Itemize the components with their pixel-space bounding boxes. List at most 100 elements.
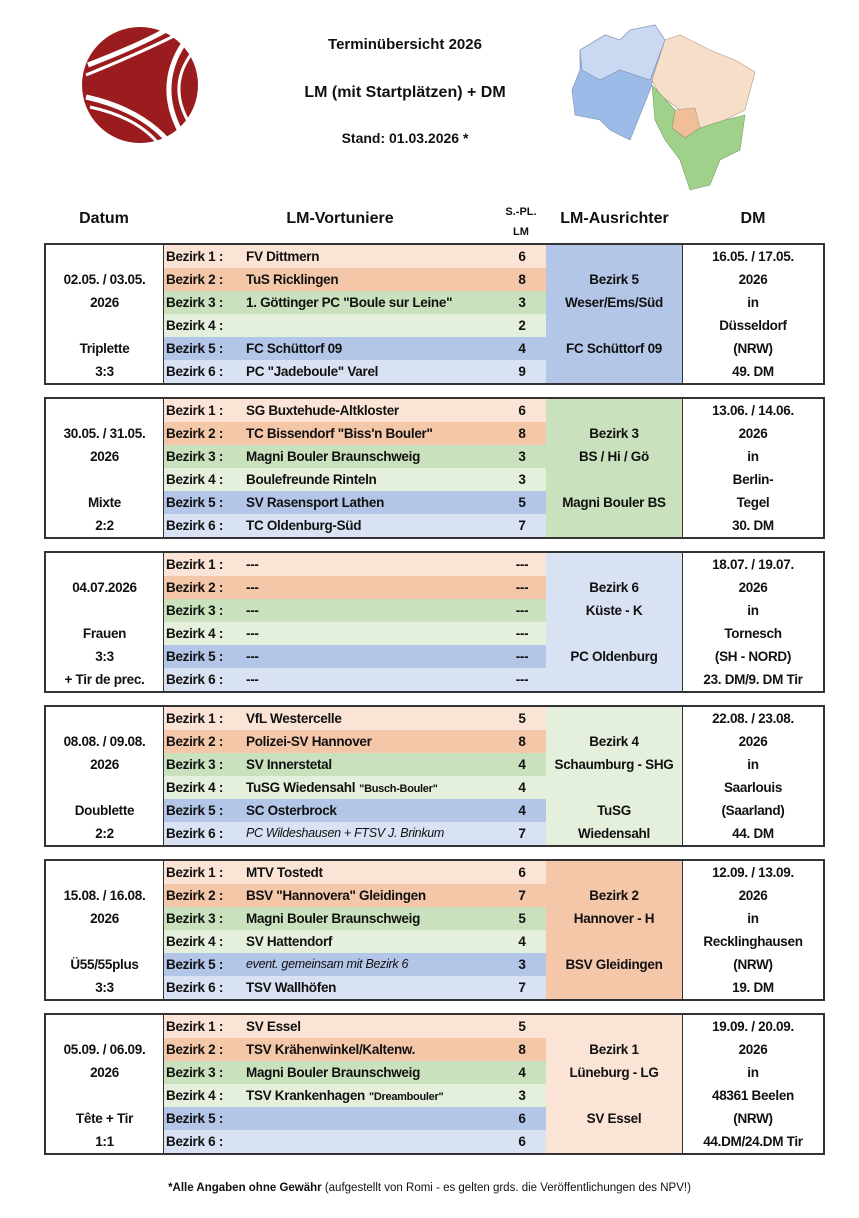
bezirk-label: Bezirk 4 : — [164, 1084, 246, 1107]
startplaetze: 7 — [498, 822, 546, 845]
datum-cell — [46, 861, 164, 884]
startplaetze: 4 — [498, 753, 546, 776]
bezirk-label: Bezirk 5 : — [164, 337, 246, 360]
ausrichter-cell — [546, 553, 683, 576]
ausrichter-cell — [546, 468, 683, 491]
datum-cell: + Tir de prec. — [46, 668, 164, 691]
team-name-text: --- — [246, 649, 259, 664]
datum-cell — [46, 707, 164, 730]
datum-cell: 2026 — [46, 907, 164, 930]
bezirk-label: Bezirk 6 : — [164, 1130, 246, 1153]
team-name-text: Boulefreunde Rinteln — [246, 472, 377, 487]
team-name-text: VfL Westercelle — [246, 711, 342, 726]
team-name: TSV Krähenwinkel/Kaltenw. — [246, 1038, 498, 1061]
team-name: --- — [246, 645, 498, 668]
team-name-text: --- — [246, 603, 259, 618]
team-name-text: Magni Bouler Braunschweig — [246, 911, 421, 926]
ausrichter-cell — [546, 930, 683, 953]
dm-cell: 12.09. / 13.09. — [712, 865, 794, 880]
team-name-text: SV Innerstetal — [246, 757, 332, 772]
ausrichter-cell — [546, 668, 683, 691]
dm-cell: 22.08. / 23.08. — [712, 711, 794, 726]
datum-cell: 3:3 — [46, 645, 164, 668]
team-name-text: SV Rasensport Lathen — [246, 495, 385, 510]
team-name: --- — [246, 622, 498, 645]
ausrichter-cell — [546, 314, 683, 337]
document-subtitle: LM (mit Startplätzen) + DM — [304, 84, 506, 101]
datum-cell: 30.05. / 31.05. — [46, 422, 164, 445]
dm-cell: 19.09. / 20.09. — [712, 1019, 794, 1034]
column-header-datum: Datum — [79, 210, 129, 227]
team-name: --- — [246, 553, 498, 576]
footer-disclaimer: *Alle Angaben ohne Gewähr (aufgestellt v… — [0, 1182, 859, 1194]
startplaetze: 4 — [498, 337, 546, 360]
dm-cell: in — [747, 449, 759, 464]
team-name: --- — [246, 668, 498, 691]
datum-cell: Triplette — [46, 337, 164, 360]
team-name — [246, 314, 498, 337]
team-name-text: MTV Tostedt — [246, 865, 323, 880]
footer-rest: (aufgestellt von Romi - es gelten grds. … — [321, 1182, 691, 1194]
dm-cell: 23. DM/9. DM Tir — [703, 672, 803, 687]
team-name-text: SC Osterbrock — [246, 803, 337, 818]
ausrichter-cell: Schaumburg - SHG — [546, 753, 683, 776]
team-name-text: --- — [246, 580, 259, 595]
team-name-text: TuSG Wiedensahl — [246, 780, 356, 795]
dm-cell: 2026 — [738, 1042, 768, 1057]
dm-cell: in — [747, 911, 759, 926]
ausrichter-cell — [546, 514, 683, 537]
datum-cell — [46, 468, 164, 491]
team-name-text: PC "Jadeboule" Varel — [246, 364, 379, 379]
bezirk-label: Bezirk 1 : — [164, 399, 246, 422]
ausrichter-cell: TuSG — [546, 799, 683, 822]
ausrichter-cell: Bezirk 4 — [546, 730, 683, 753]
bezirk-label: Bezirk 3 : — [164, 1061, 246, 1084]
datum-cell: 2026 — [46, 291, 164, 314]
datum-cell: Doublette — [46, 799, 164, 822]
team-name-text: SV Hattendorf — [246, 934, 333, 949]
ausrichter-cell — [546, 622, 683, 645]
team-name: Boulefreunde Rinteln — [246, 468, 498, 491]
bezirk-label: Bezirk 6 : — [164, 976, 246, 999]
datum-cell — [46, 930, 164, 953]
bezirk-label: Bezirk 3 : — [164, 445, 246, 468]
spl-line2: LM — [513, 226, 529, 238]
startplaetze: 8 — [498, 268, 546, 291]
dm-cell: in — [747, 295, 759, 310]
dm-cell: (Saarland) — [721, 803, 785, 818]
team-name: SG Buxtehude-Altkloster — [246, 399, 498, 422]
ausrichter-cell — [546, 360, 683, 383]
team-name: --- — [246, 599, 498, 622]
startplaetze: 7 — [498, 514, 546, 537]
ausrichter-cell — [546, 1015, 683, 1038]
dm-cell: 18.07. / 19.07. — [712, 557, 794, 572]
ausrichter-cell: BSV Gleidingen — [546, 953, 683, 976]
dm-cell: Düsseldorf — [719, 318, 787, 333]
bezirk-label: Bezirk 3 : — [164, 753, 246, 776]
bezirk-label: Bezirk 2 : — [164, 730, 246, 753]
dm-cell: 13.06. / 14.06. — [712, 403, 794, 418]
dm-cell: in — [747, 757, 759, 772]
ausrichter-cell: Magni Bouler BS — [546, 491, 683, 514]
datum-cell: 04.07.2026 — [46, 576, 164, 599]
dm-cell: Tegel — [736, 495, 770, 510]
ausrichter-cell: PC Oldenburg — [546, 645, 683, 668]
bezirk-label: Bezirk 3 : — [164, 291, 246, 314]
ausrichter-cell: Weser/Ems/Süd — [546, 291, 683, 314]
team-name-text: TC Oldenburg-Süd — [246, 518, 362, 533]
dm-cell: 16.05. / 17.05. — [712, 249, 794, 264]
datum-cell: 2026 — [46, 1061, 164, 1084]
bezirk-label: Bezirk 5 : — [164, 645, 246, 668]
team-name-text: TuS Ricklingen — [246, 272, 339, 287]
team-name: FV Dittmern — [246, 245, 498, 268]
dm-cell: (SH - NORD) — [714, 649, 792, 664]
datum-cell: 02.05. / 03.05. — [46, 268, 164, 291]
bezirk-label: Bezirk 2 : — [164, 1038, 246, 1061]
team-name: SC Osterbrock — [246, 799, 498, 822]
datum-cell — [46, 399, 164, 422]
bezirk-label: Bezirk 3 : — [164, 599, 246, 622]
bezirk-label: Bezirk 6 : — [164, 668, 246, 691]
datum-cell — [46, 314, 164, 337]
team-name — [246, 1107, 498, 1130]
event-block: Bezirk 1 : FV Dittmern 6 16.05. / 17.05. 02.… — [44, 243, 825, 385]
